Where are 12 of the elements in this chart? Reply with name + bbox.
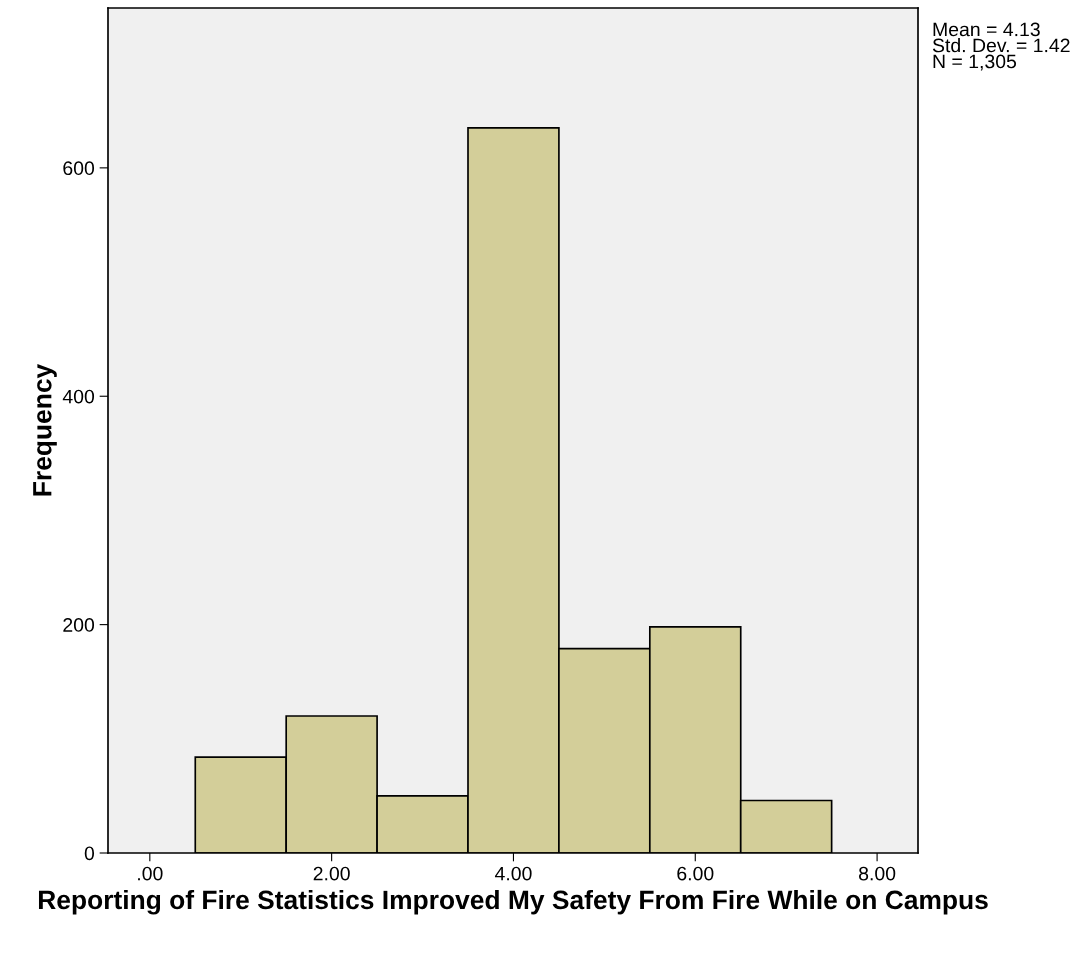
x-tick-label: 8.00	[859, 866, 896, 881]
x-tick-label: 4.00	[494, 866, 532, 881]
text: Mean = 4.13 Std. Dev. = 1.42 N = 1,305	[932, 22, 1070, 71]
x-tick-label: .00	[138, 866, 163, 881]
y-tick-label: 400	[62, 389, 95, 404]
y-tick-label: 200	[63, 618, 95, 632]
y-tick-label: 0	[84, 846, 95, 861]
y-tick-label: 600	[63, 161, 95, 176]
y-axis-title: Frequency	[33, 363, 57, 496]
x-tick-label: 2.00	[313, 866, 350, 881]
x-axis-title: Reporting of Fire Statistics Improved My Safety From Fire While on Campus	[38, 889, 988, 915]
x-tick-label: 6.00	[677, 866, 714, 881]
